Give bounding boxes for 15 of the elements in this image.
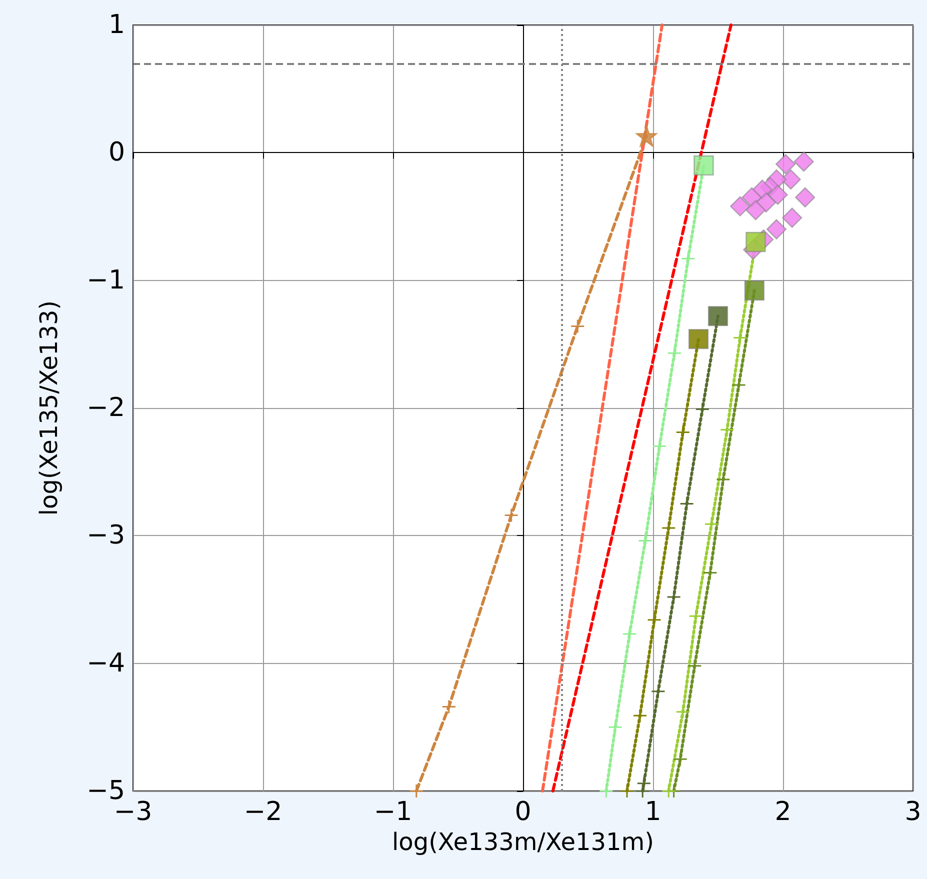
x-tick-label: 0 <box>514 797 532 827</box>
x-axis-title: log(Xe133m/Xe131m) <box>392 828 654 856</box>
x-tick-label: 2 <box>774 797 792 827</box>
y-tick-label: 0 <box>108 138 125 168</box>
y-tick-label: −5 <box>86 776 125 806</box>
y-tick-label: −1 <box>86 265 125 296</box>
x-tick-label: −2 <box>244 797 282 827</box>
x-tick-label: 1 <box>644 797 662 827</box>
y-tick-label: −3 <box>86 520 125 551</box>
y-tick-label: 1 <box>108 10 125 40</box>
x-tick-label: −1 <box>374 797 412 827</box>
y-axis-title: log(Xe135/Xe133) <box>35 300 63 516</box>
y-tick-label: −4 <box>86 648 125 678</box>
x-tick-label: 3 <box>904 797 922 827</box>
y-tick-label: −2 <box>86 393 125 423</box>
